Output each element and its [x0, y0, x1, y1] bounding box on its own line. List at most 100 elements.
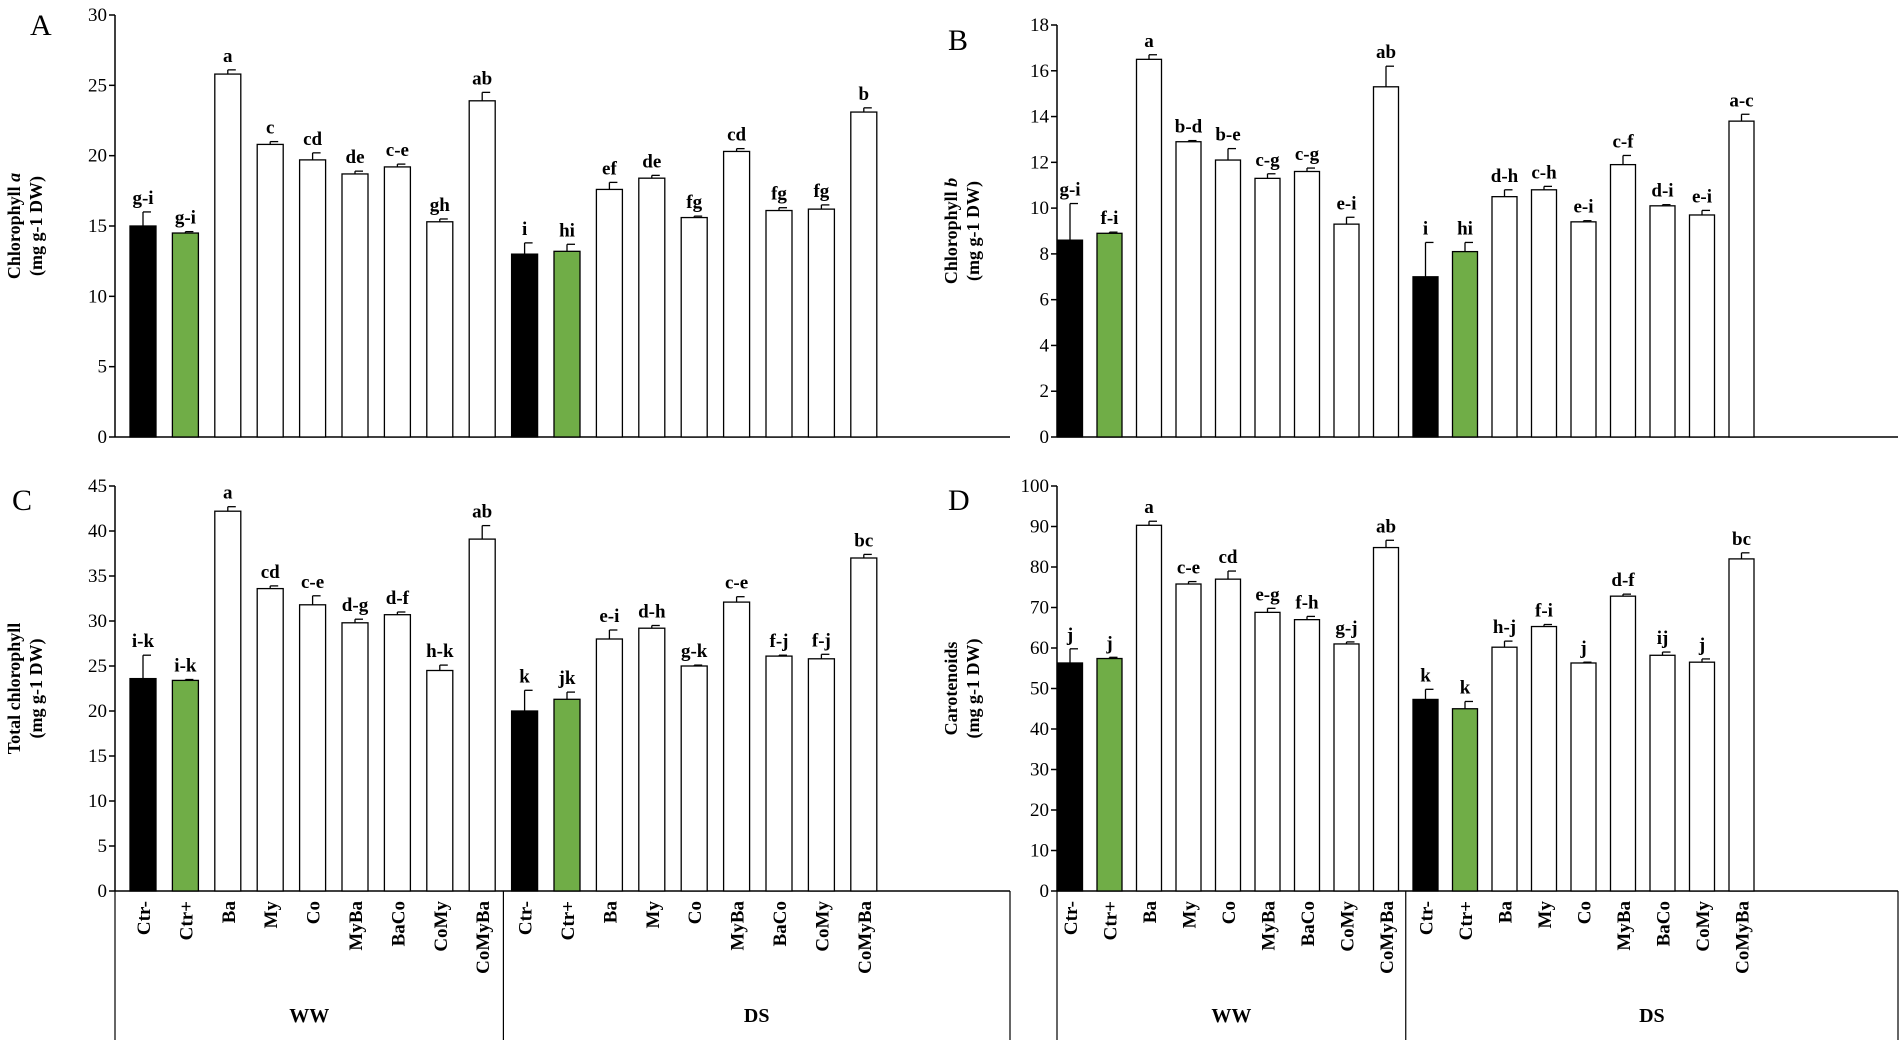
panel-c-category-label: CoMy	[812, 901, 833, 952]
panel-c-ytick-label: 20	[88, 701, 107, 722]
panel-c-sig-label: jk	[558, 668, 576, 689]
panel-a-bar	[765, 209, 793, 438]
panel-c-bar	[807, 658, 836, 892]
panel-d-sig-label: j	[1105, 633, 1112, 654]
panel-c-bar	[468, 538, 496, 892]
panel-b-bar	[1412, 276, 1439, 438]
panel-a-sig-label: de	[346, 147, 365, 168]
panel-c-sig-label: h-k	[426, 641, 454, 662]
panel-d-category-label: MyBa	[1614, 901, 1635, 951]
panel-b-sig-label: e-i	[1692, 186, 1712, 207]
panel-a-letter: A	[30, 9, 52, 42]
panel-c-bar	[383, 614, 412, 892]
panel-d-ytick-label: 20	[1030, 800, 1049, 821]
panel-d-group-ww: WW	[1211, 1005, 1251, 1027]
panel-c-category-label: Ctr-	[134, 901, 155, 935]
panel-b-sig-label: d-h	[1491, 166, 1519, 187]
panel-d-bar	[1135, 524, 1163, 892]
panel-c-ytick-label: 15	[88, 746, 107, 767]
panel-d-sig-label: ab	[1376, 516, 1396, 537]
panel-a-ytick-label: 15	[88, 216, 107, 237]
panel-b-sig-label: hi	[1457, 218, 1473, 239]
panel-b-sig-label: a-c	[1729, 90, 1753, 111]
panel-b-sig-label: c-h	[1531, 162, 1557, 183]
panel-d-bar	[1609, 595, 1637, 892]
panel-c-category-label: Ba	[600, 901, 621, 924]
panel-d-ytick-label: 50	[1030, 679, 1049, 700]
panel-b-bar	[1175, 141, 1202, 438]
panel-c-bar	[722, 601, 751, 892]
panel-c-sig-label: d-f	[386, 588, 410, 609]
panel-d-bar	[1688, 661, 1716, 892]
panel-d-category-label: My	[1180, 901, 1201, 929]
panel-a-sig-label: fg	[771, 184, 787, 205]
panel-c-group-ww: WW	[289, 1005, 329, 1027]
panel-a-sig-label: ab	[472, 68, 492, 89]
panel-c-sig-label: k	[519, 666, 530, 687]
panel-c-category-label: CoMyBa	[473, 901, 494, 974]
panel-a-bar	[426, 221, 454, 438]
panel-b-ytick-label: 10	[1030, 198, 1049, 219]
panel-c-sig-label: f-j	[812, 630, 831, 651]
panel-d-bar	[1412, 698, 1439, 892]
panel-d-category-label: BaCo	[1298, 901, 1319, 946]
panel-d-category-label: Ba	[1140, 901, 1161, 924]
panel-d-category-label: Ctr-	[1061, 901, 1082, 935]
panel-c-category-label: Ctr-	[516, 901, 537, 935]
panel-b-sig-label: ab	[1376, 42, 1396, 63]
panel-c-category-label: BaCo	[770, 901, 791, 946]
panel-b-bar	[1649, 205, 1676, 438]
panel-c-sig-label: i-k	[174, 656, 197, 677]
panel-a-sig-label: fg	[813, 181, 829, 202]
panel-b-sig-label: c-f	[1612, 131, 1634, 152]
panel-d-sig-label: bc	[1732, 529, 1751, 550]
panel-a-sig-label: ef	[602, 158, 617, 179]
panel-b-ytick-label: 2	[1040, 381, 1050, 402]
panel-d-ytick-label: 10	[1030, 841, 1049, 862]
panel-c-category-label: My	[261, 901, 282, 929]
panel-c-bar	[510, 710, 539, 892]
panel-b-bar	[1135, 58, 1163, 438]
panel-c-sig-label: ab	[472, 502, 492, 523]
panel-d-ytick-label: 90	[1030, 517, 1049, 538]
panel-c-bar	[595, 638, 624, 892]
panel-c-sig-label: cd	[261, 562, 280, 583]
panel-d-bar	[1214, 578, 1242, 892]
panel-d-ytick-label: 0	[1040, 881, 1050, 902]
panel-d-ylabel: Carotenoids (mg g-1 DW)	[941, 639, 984, 739]
panel-a-bar	[214, 73, 242, 438]
panel-a-bar	[807, 208, 836, 438]
panel-a-bar	[722, 150, 751, 438]
panel-d-sig-label: j	[1066, 625, 1073, 646]
panel-d-bar	[1096, 657, 1123, 892]
panel-a-ytick-label: 25	[88, 75, 107, 96]
panel-b-sig-label: e-i	[1573, 197, 1593, 218]
panel-a-sig-label: c-e	[386, 140, 409, 161]
panel-b-ytick-label: 12	[1030, 152, 1049, 173]
panel-a-bar	[680, 216, 708, 438]
panel-c-category-label: MyBa	[728, 901, 749, 951]
panel-d-ytick-label: 70	[1030, 598, 1049, 619]
panel-c-category-label: Co	[304, 901, 325, 924]
panel-a-ylabel: Chlorophyll a (mg g-1 DW)	[4, 173, 47, 279]
panel-d-category-label: My	[1535, 901, 1556, 929]
panel-c-bar	[256, 587, 284, 892]
panel-d-ytick-label: 60	[1030, 638, 1049, 659]
panel-d-category-label: CoMy	[1338, 901, 1359, 952]
panel-d-bar	[1530, 625, 1558, 892]
panel-b-ylabel: Chlorophyll b (mg g-1 DW)	[941, 178, 984, 284]
panel-b-bar	[1728, 120, 1755, 438]
panel-d-bar	[1570, 662, 1597, 892]
panel-d-category-label: BaCo	[1654, 901, 1675, 946]
panel-c-category-label: CoMyBa	[855, 901, 876, 974]
panel-c-category-label: Ctr+	[176, 901, 197, 940]
panel-b-sig-label: c-g	[1255, 150, 1280, 171]
panel-b-bar	[1570, 221, 1597, 438]
panel-a-bar	[129, 225, 157, 438]
panel-d-category-label: Ctr+	[1456, 901, 1477, 940]
panel-b-bar	[1333, 223, 1360, 438]
panel-a-ytick-label: 10	[88, 286, 107, 307]
panel-d-bar	[1728, 558, 1755, 892]
panel-d-category-label: Ctr-	[1417, 901, 1438, 935]
